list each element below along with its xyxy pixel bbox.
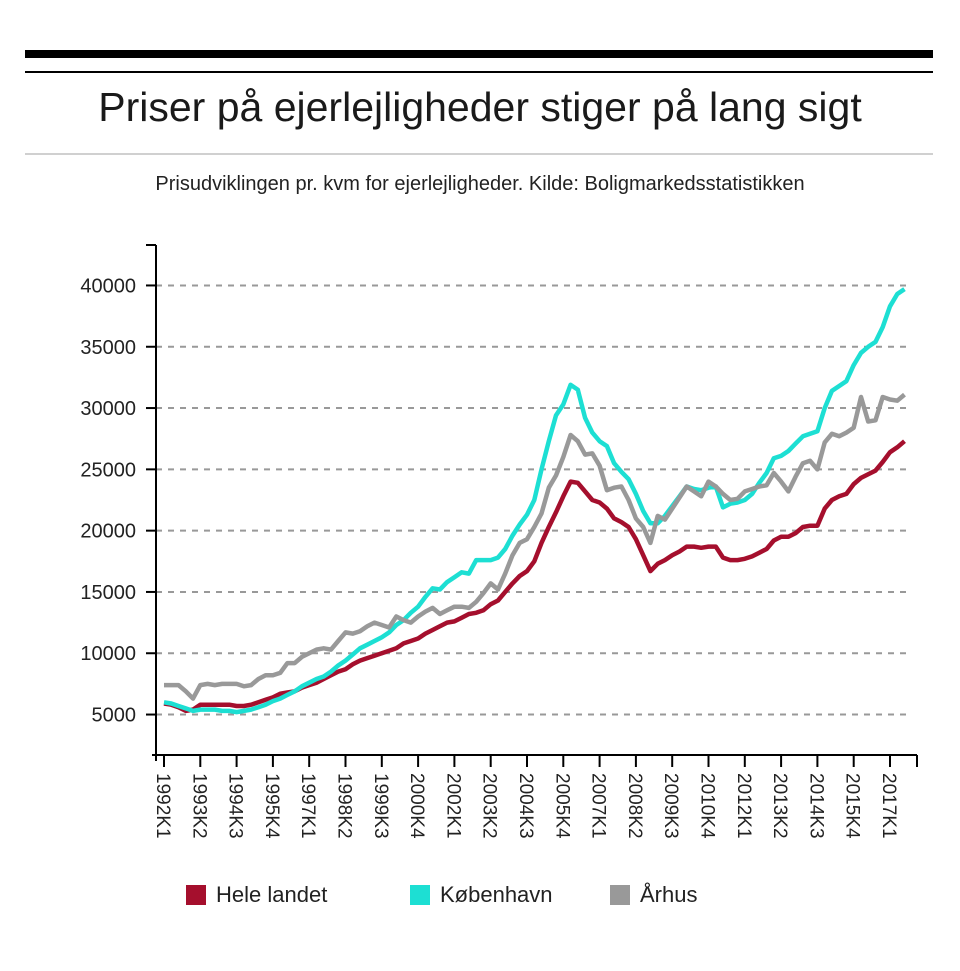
legend-swatch	[410, 885, 430, 905]
x-tick-label: 2007K1	[588, 773, 609, 839]
chart-subtitle: Prisudviklingen pr. kvm for ejerlejlighe…	[155, 173, 805, 195]
top-thin-rule	[25, 71, 933, 73]
x-tick-label: 2005K4	[551, 773, 572, 839]
title-separator	[25, 153, 933, 155]
y-tick-label: 5000	[92, 705, 137, 727]
x-tick-label: 2015K4	[842, 773, 863, 839]
legend-swatch	[186, 885, 206, 905]
legend-label: Århus	[640, 882, 698, 907]
legend-label: København	[440, 882, 553, 907]
x-tick-label: 2017K1	[878, 773, 899, 839]
y-tick-label: 35000	[80, 337, 136, 359]
x-tick-label: 1993K2	[188, 773, 209, 839]
x-tick-label: 1997K1	[297, 773, 318, 839]
top-rule	[25, 50, 933, 58]
x-tick-label: 2000K4	[406, 773, 427, 839]
x-tick-label: 1992K1	[152, 773, 173, 839]
x-tick-label: 2009K3	[660, 773, 681, 839]
series-line--rhus	[164, 392, 906, 701]
x-tick-label: 2012K1	[733, 773, 754, 839]
legend-item-koebenhavn: København	[410, 882, 553, 908]
legend-item-hele-landet: Hele landet	[186, 882, 327, 908]
x-tick-label: 2003K2	[479, 773, 500, 839]
x-tick-label: 2008K2	[624, 773, 645, 839]
x-tick-label: 2002K1	[442, 773, 463, 839]
x-tick-label: 1994K3	[225, 773, 246, 839]
y-tick-label: 30000	[80, 398, 136, 420]
legend-swatch	[610, 885, 630, 905]
legend: Hele landet København Århus	[0, 882, 960, 912]
x-tick-label: 2004K3	[515, 773, 536, 839]
x-tick-label: 1995K4	[261, 773, 282, 839]
y-tick-label: 40000	[80, 275, 136, 297]
y-tick-label: 10000	[80, 643, 136, 665]
y-tick-label: 25000	[80, 459, 136, 481]
x-tick-label: 2013K2	[769, 773, 790, 839]
x-tick-label: 2014K3	[805, 773, 826, 839]
y-tick-label: 15000	[80, 582, 136, 604]
x-tick-label: 1998K2	[334, 773, 355, 839]
x-tick-label: 2010K4	[697, 773, 718, 839]
legend-label: Hele landet	[216, 882, 328, 907]
series-line-k-benhavn	[163, 287, 906, 715]
legend-item-aarhus: Århus	[610, 882, 697, 908]
x-tick-label: 1999K3	[370, 773, 391, 839]
chart-title: Priser på ejerlejligheder stiger på lang…	[98, 84, 862, 130]
y-tick-label: 20000	[80, 521, 136, 543]
